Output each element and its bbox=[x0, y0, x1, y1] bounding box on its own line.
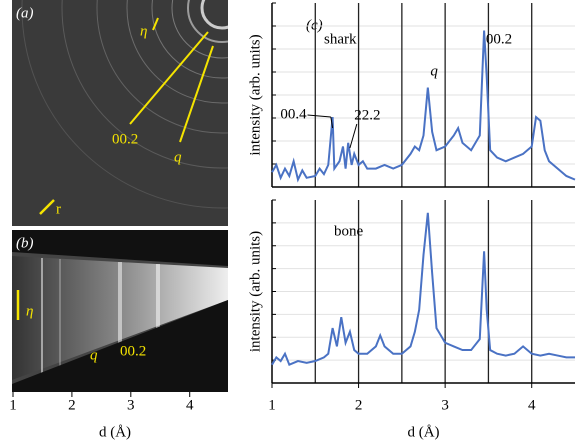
annotation: 00.2 bbox=[486, 31, 512, 47]
label: r bbox=[56, 201, 61, 217]
y-axis-label: intensity (arb. units) bbox=[247, 231, 263, 352]
chart-title: bone bbox=[334, 223, 364, 239]
image-b bbox=[12, 230, 228, 392]
leader bbox=[349, 123, 358, 149]
leader bbox=[330, 116, 334, 129]
x-tick-label: 2 bbox=[355, 397, 363, 413]
x-tick-label: 4 bbox=[528, 397, 536, 413]
panel-label: (a) bbox=[16, 5, 34, 21]
label: q bbox=[174, 149, 182, 165]
y-axis-label: intensity (arb. units) bbox=[247, 34, 263, 155]
panel-label: (b) bbox=[16, 235, 34, 251]
annotation: 22.2 bbox=[354, 107, 380, 123]
panel-label: (c) bbox=[306, 17, 323, 33]
label: q bbox=[90, 347, 98, 363]
label: 00.2 bbox=[120, 343, 146, 359]
label: 00.2 bbox=[112, 131, 138, 147]
x-axis-label: d (Å) bbox=[407, 424, 439, 440]
series-line bbox=[271, 30, 576, 183]
annotation: q bbox=[430, 63, 438, 79]
label: η bbox=[26, 303, 33, 319]
x-tick-label: 2 bbox=[68, 397, 76, 413]
x-tick-label: 1 bbox=[268, 397, 276, 413]
annotation: 00.4 bbox=[280, 106, 307, 122]
chart-title: shark bbox=[324, 31, 357, 47]
x-tick-label: 3 bbox=[441, 397, 449, 413]
x-tick-label: 3 bbox=[127, 397, 135, 413]
leader bbox=[307, 114, 331, 118]
x-tick-label: 4 bbox=[186, 397, 194, 413]
series-line bbox=[271, 212, 575, 367]
label: η bbox=[140, 23, 147, 39]
x-axis-label: d (Å) bbox=[99, 424, 131, 440]
image-a bbox=[12, 0, 228, 226]
x-tick-label: 1 bbox=[9, 397, 17, 413]
